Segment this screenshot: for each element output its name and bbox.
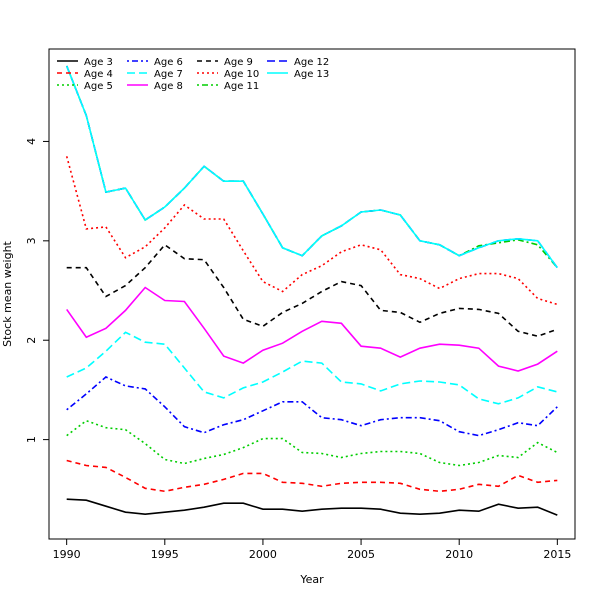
legend-item: Age 13	[267, 69, 329, 80]
y-axis-label: Stock mean weight	[1, 240, 14, 346]
x-tick-label: 2015	[543, 548, 571, 561]
legend-label: Age 10	[224, 69, 259, 80]
series-line-age-3	[66, 498, 558, 516]
plot-frame	[48, 48, 576, 540]
series-line-age-5	[66, 419, 558, 467]
legend-item: Age 5	[57, 81, 113, 92]
series-line-age-6	[66, 376, 558, 437]
legend-label: Age 12	[294, 57, 329, 68]
series-line-age-4	[66, 459, 558, 493]
x-tick-label: 2005	[347, 548, 375, 561]
y-tick-label: 2	[25, 337, 38, 344]
x-tick-label: 1995	[151, 548, 179, 561]
x-tick-label: 2000	[249, 548, 277, 561]
legend-item: Age 6	[127, 57, 183, 68]
y-tick-label: 3	[25, 237, 38, 244]
x-tick-label: 2010	[445, 548, 473, 561]
legend-item: Age 3	[57, 57, 113, 68]
series-lines	[65, 65, 558, 516]
legend-label: Age 11	[224, 81, 259, 92]
x-axis: 1990 1995 2000 2005 2010 2015	[53, 539, 571, 561]
legend-item: Age 4	[57, 69, 113, 80]
y-axis: 1 2 3 4	[25, 138, 49, 443]
legend-item: Age 9	[197, 57, 253, 68]
series-line-age-12	[65, 65, 558, 269]
legend-item: Age 11	[197, 81, 259, 92]
legend-label: Age 7	[154, 69, 183, 80]
series-line-age-13	[65, 65, 558, 269]
legend-item: Age 10	[197, 69, 259, 80]
series-line-age-9	[66, 243, 558, 338]
legend-label: Age 9	[224, 57, 253, 68]
y-tick-label: 1	[25, 436, 38, 443]
series-line-age-8	[66, 286, 558, 372]
series-line-age-7	[66, 331, 558, 405]
legend-label: Age 3	[84, 57, 113, 68]
legend-item: Age 7	[127, 69, 183, 80]
legend-label: Age 13	[294, 69, 329, 80]
y-tick-label: 4	[25, 138, 38, 145]
legend-label: Age 6	[154, 57, 183, 68]
x-tick-label: 1990	[53, 548, 81, 561]
legend-label: Age 8	[154, 81, 183, 92]
series-line-age-10	[65, 156, 558, 306]
legend-item: Age 8	[127, 81, 183, 92]
legend-item: Age 12	[267, 57, 329, 68]
x-axis-label: Year	[299, 573, 324, 586]
legend-label: Age 5	[84, 81, 113, 92]
legend-label: Age 4	[84, 69, 113, 80]
series-line-age-11	[65, 65, 558, 269]
